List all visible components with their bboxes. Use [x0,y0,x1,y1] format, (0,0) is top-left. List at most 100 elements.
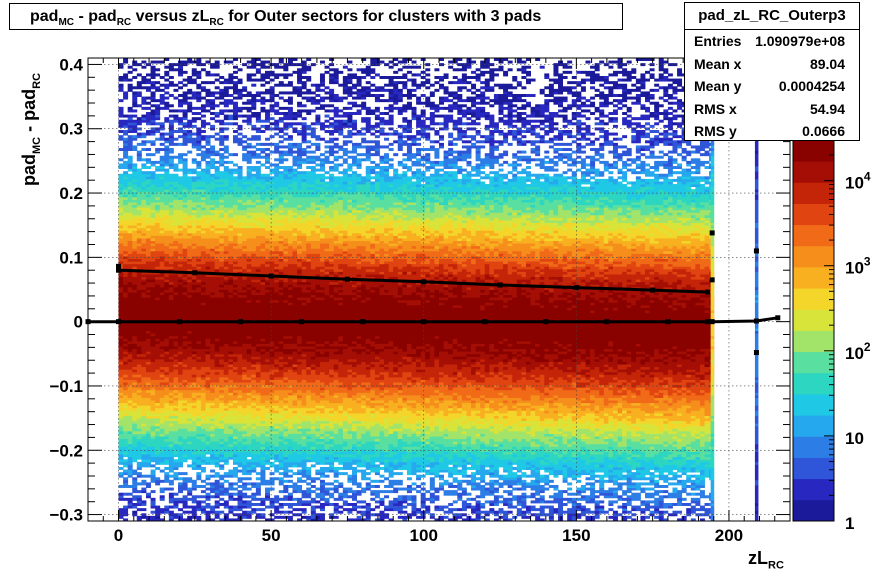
heatmap-cell [242,261,248,265]
heatmap-cell [182,394,188,398]
heatmap-cell [127,114,133,118]
heatmap-cell [265,109,271,113]
heatmap-cell [168,94,174,97]
heatmap-cell [251,425,257,429]
heatmap-cell [260,353,266,357]
heatmap-cell [260,266,266,270]
heatmap-cell [246,394,252,398]
heatmap-cell [205,420,211,424]
heatmap-cell [232,202,238,206]
heatmap-cell [246,137,252,141]
heatmap-cell [251,340,257,344]
heatmap-cell [191,328,197,332]
heatmap-cell [173,384,179,388]
heatmap-cell [178,65,184,69]
heatmap-cell [232,65,238,69]
heatmap-cell [187,448,193,452]
heatmap-cell [196,356,202,360]
heatmap-cell [214,302,220,306]
heatmap-cell [205,284,211,288]
heatmap-cell [182,194,188,198]
heatmap-cell [145,235,151,239]
heatmap-cell [232,351,238,355]
heatmap-cell [132,376,138,380]
heatmap-cell [173,248,179,252]
heatmap-cell [168,418,174,422]
heatmap-cell [246,155,252,159]
heatmap-cell [246,99,252,103]
heatmap-cell [191,137,197,141]
heatmap-cell [219,315,225,319]
heatmap-cell [132,397,138,401]
heatmap-cell [187,81,193,85]
heatmap-cell [123,387,129,391]
heatmap-cell [228,315,234,319]
heatmap-cell [210,490,216,494]
heatmap-cell [145,186,151,190]
heatmap-cell [237,243,243,247]
heatmap-cell [136,353,142,357]
heatmap-cell [242,425,248,429]
heatmap-cell [200,340,206,344]
heatmap-cell [164,132,170,136]
heatmap-cell [265,225,271,229]
heatmap-cell [237,369,243,373]
heatmap-cell [214,91,220,95]
heatmap-cell [251,189,257,193]
heatmap-cell [178,158,184,162]
heatmap-cell [223,392,229,396]
heatmap-cell [127,294,133,298]
heatmap-cell [182,338,188,342]
heatmap-cell [260,448,266,452]
heatmap-cell [187,297,193,301]
heatmap-cell [127,127,133,131]
heatmap-cell [132,412,138,416]
heatmap-cell [187,454,193,458]
heatmap-cell [251,456,257,460]
heatmap-cell [265,361,271,365]
heatmap-cell [205,279,211,283]
heatmap-cell [168,176,174,180]
heatmap-cell [123,441,129,445]
heatmap-cell [159,148,165,151]
heatmap-cell [159,258,165,262]
heatmap-cell [196,330,202,334]
heatmap-cell [200,382,206,386]
heatmap-cell [127,387,133,391]
heatmap-cell [269,402,275,406]
heatmap-cell [164,83,170,87]
heatmap-cell [173,394,179,398]
heatmap-cell [210,410,216,414]
heatmap-cell [228,397,234,401]
heatmap-cell [255,490,261,494]
heatmap-cell [141,171,147,175]
heatmap-cell [159,433,165,437]
heatmap-cell [155,209,161,213]
heatmap-cell [141,248,147,252]
heatmap-cell [260,389,266,393]
heatmap-cell [219,518,225,522]
heatmap-cell [228,374,234,378]
heatmap-cell [127,335,133,339]
heatmap-cell [178,227,184,231]
heatmap-cell [136,104,142,108]
heatmap-cell [210,389,216,393]
heatmap-cell [242,443,248,447]
heatmap-cell [265,358,271,362]
heatmap-cell [182,389,188,393]
heatmap-cell [132,294,138,298]
heatmap-cell [155,459,161,463]
heatmap-cell [155,315,161,319]
heatmap-cell [164,387,170,391]
heatmap-cell [265,127,271,131]
heatmap-cell [155,104,161,108]
heatmap-cell [182,212,188,216]
heatmap-cell [210,173,216,177]
heatmap-cell [242,248,248,252]
heatmap-cell [182,400,188,404]
heatmap-cell [155,240,161,244]
heatmap-cell [141,135,147,139]
heatmap-cell [232,268,238,272]
heatmap-cell [237,425,243,429]
heatmap-cell [145,335,151,339]
